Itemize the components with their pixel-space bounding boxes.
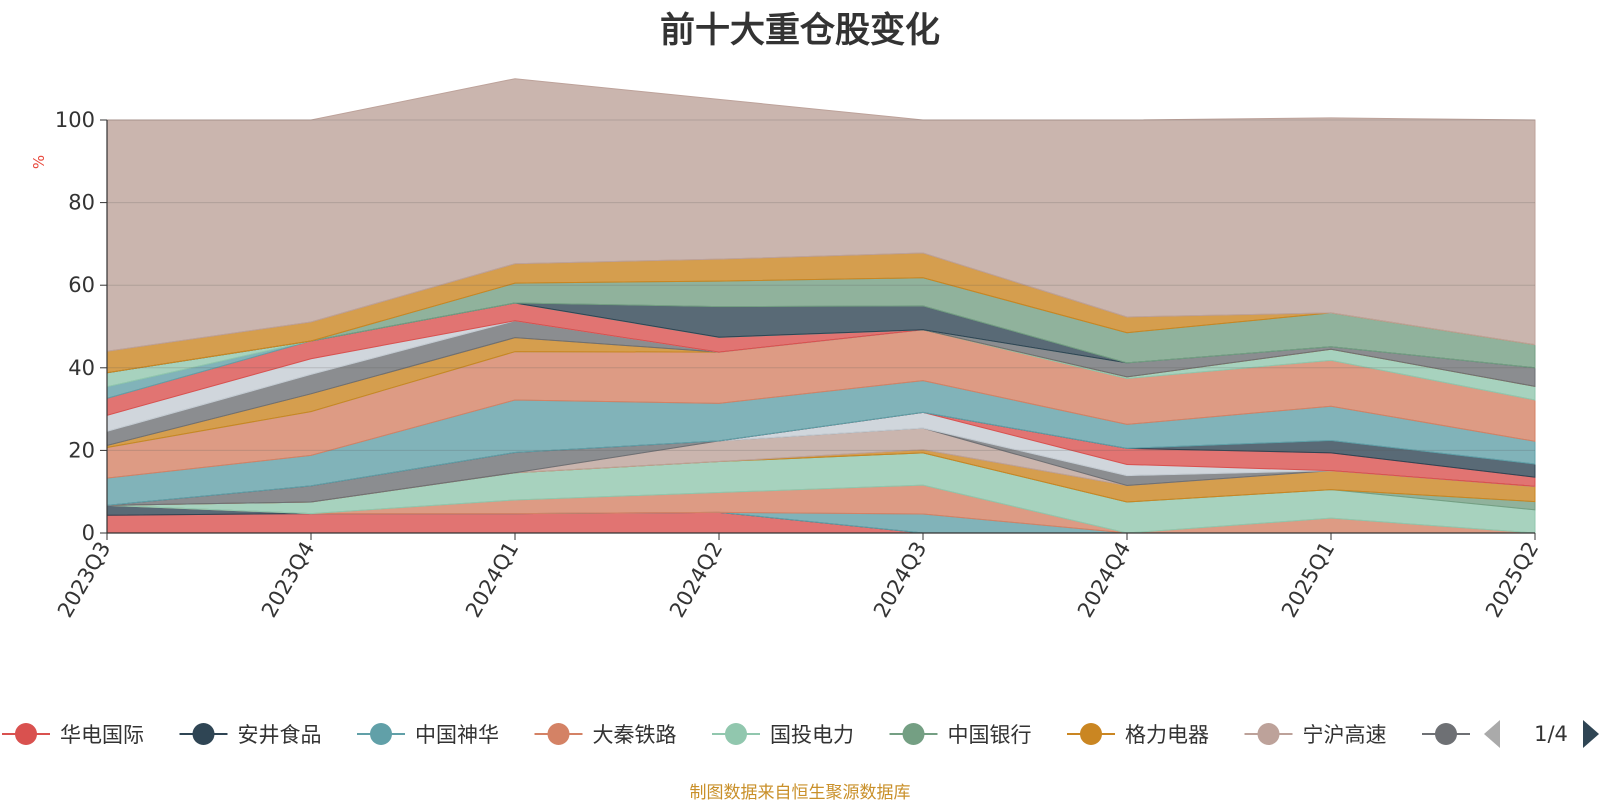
legend-item-1[interactable]: 安井食品: [179, 723, 322, 747]
legend-item-7[interactable]: 宁沪高速: [1244, 723, 1387, 747]
y-tick-label-1: 20: [68, 438, 95, 462]
legend-label-0: 华电国际: [60, 723, 144, 747]
legend-item-3[interactable]: 大秦铁路: [534, 723, 677, 747]
y-tick-label-5: 100: [55, 108, 95, 132]
legend-label-1: 安井食品: [238, 723, 322, 747]
legend-prev-page-icon[interactable]: [1484, 720, 1500, 748]
legend-item-6[interactable]: 格力电器: [1067, 723, 1209, 747]
legend-marker-5: [902, 723, 925, 745]
legend-item-4[interactable]: 国投电力: [712, 723, 854, 747]
legend-marker-4: [725, 723, 747, 745]
legend-label-5: 中国银行: [948, 723, 1032, 747]
data-source-note: 制图数据来自恒生聚源数据库: [689, 783, 911, 803]
area-series-24: [106, 78, 1536, 352]
x-tick-label-6: 2025Q1: [1277, 538, 1339, 622]
legend-item-5[interactable]: 中国银行: [889, 723, 1032, 747]
legend-label-2: 中国神华: [415, 723, 499, 747]
legend-marker-1: [192, 723, 215, 745]
y-axis-unit-label: %: [30, 155, 48, 169]
legend-marker-2: [370, 723, 392, 745]
legend: 华电国际 安井食品 中国神华 大秦铁路 国投电力 中国银行 格力电器 宁沪高速 长江电力: [2, 723, 1564, 747]
y-tick-label-4: 80: [68, 191, 95, 215]
legend-marker-3: [547, 723, 570, 745]
y-tick-label-3: 60: [68, 273, 95, 297]
x-tick-label-2: 2024Q1: [461, 538, 523, 622]
x-tick-label-7: 2025Q2: [1481, 538, 1543, 622]
chart-title: 前十大重仓股变化: [659, 11, 940, 51]
legend-label-7: 宁沪高速: [1303, 723, 1387, 747]
legend-item-2[interactable]: 中国神华: [357, 723, 499, 747]
legend-marker-8: [1435, 723, 1457, 745]
legend-label-6: 格力电器: [1125, 723, 1209, 747]
gridlines: [107, 119, 1535, 451]
legend-marker-0: [15, 723, 37, 745]
legend-marker-7: [1257, 723, 1280, 745]
legend-marker-6: [1080, 723, 1102, 745]
legend-page-indicator: 1/4: [1534, 722, 1568, 746]
legend-label-3: 大秦铁路: [593, 723, 677, 747]
legend-pager: 1/4: [1484, 720, 1599, 748]
x-tick-label-4: 2024Q3: [869, 538, 931, 622]
legend-item-0[interactable]: 华电国际: [2, 723, 144, 747]
x-tick-label-0: 2023Q3: [53, 538, 115, 622]
y-tick-label-2: 40: [68, 356, 95, 380]
legend-item-8[interactable]: 长江电力: [1422, 723, 1564, 747]
legend-label-4: 国投电力: [770, 723, 854, 747]
legend-next-page-icon[interactable]: [1583, 720, 1599, 748]
x-tick-label-5: 2024Q4: [1073, 538, 1135, 622]
area-series-layer: [106, 78, 1536, 534]
y-tick-label-0: 0: [82, 521, 95, 545]
x-tick-label-3: 2024Q2: [665, 538, 727, 622]
x-tick-label-1: 2023Q4: [257, 538, 319, 622]
legend-items: 华电国际 安井食品 中国神华 大秦铁路 国投电力 中国银行 格力电器 宁沪高速 长江电力: [2, 723, 1564, 747]
